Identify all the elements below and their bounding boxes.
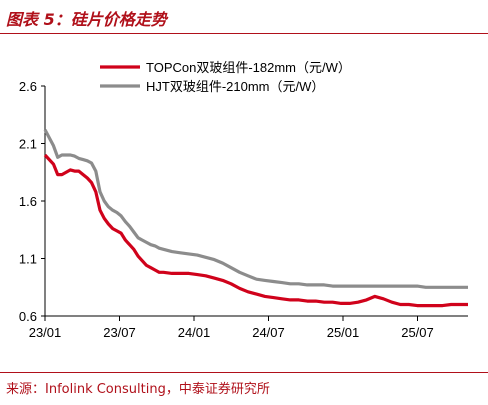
y-tick-label: 2.6 <box>19 79 37 94</box>
x-tick-label: 23/01 <box>29 325 62 340</box>
y-tick-label: 1.1 <box>19 252 37 267</box>
y-tick-label: 2.1 <box>19 137 37 152</box>
x-tick-label: 24/01 <box>178 325 211 340</box>
source-divider <box>0 372 488 373</box>
series-line-hjt <box>43 128 468 289</box>
series-line-topcon <box>43 153 468 308</box>
chart-legend: TOPCon双玻组件-182mm（元/W） HJT双玻组件-210mm（元/W） <box>100 60 351 94</box>
y-tick-label: 0.6 <box>19 309 37 324</box>
source-note: 来源：Infolink Consulting，中泰证券研究所 <box>6 382 270 397</box>
chart-series <box>43 128 468 308</box>
figure-title: 图表 5：硅片价格走势 <box>6 10 167 29</box>
line-chart: 2.6 2.1 1.6 1.1 0.623/01 23/07 24/01 24/07 25/01… <box>19 60 468 340</box>
x-tick-label: 23/07 <box>103 325 136 340</box>
x-tick-label: 24/07 <box>252 325 285 340</box>
x-tick-label: 25/01 <box>327 325 360 340</box>
legend-label: HJT双玻组件-210mm（元/W） <box>146 79 324 94</box>
legend-label: TOPCon双玻组件-182mm（元/W） <box>146 60 351 75</box>
title-divider <box>0 33 488 34</box>
y-tick-label: 1.6 <box>19 194 37 209</box>
chart-axes: 2.6 2.1 1.6 1.1 0.623/01 23/07 24/01 24/07 25/01… <box>19 79 468 340</box>
x-tick-label: 25/07 <box>401 325 434 340</box>
